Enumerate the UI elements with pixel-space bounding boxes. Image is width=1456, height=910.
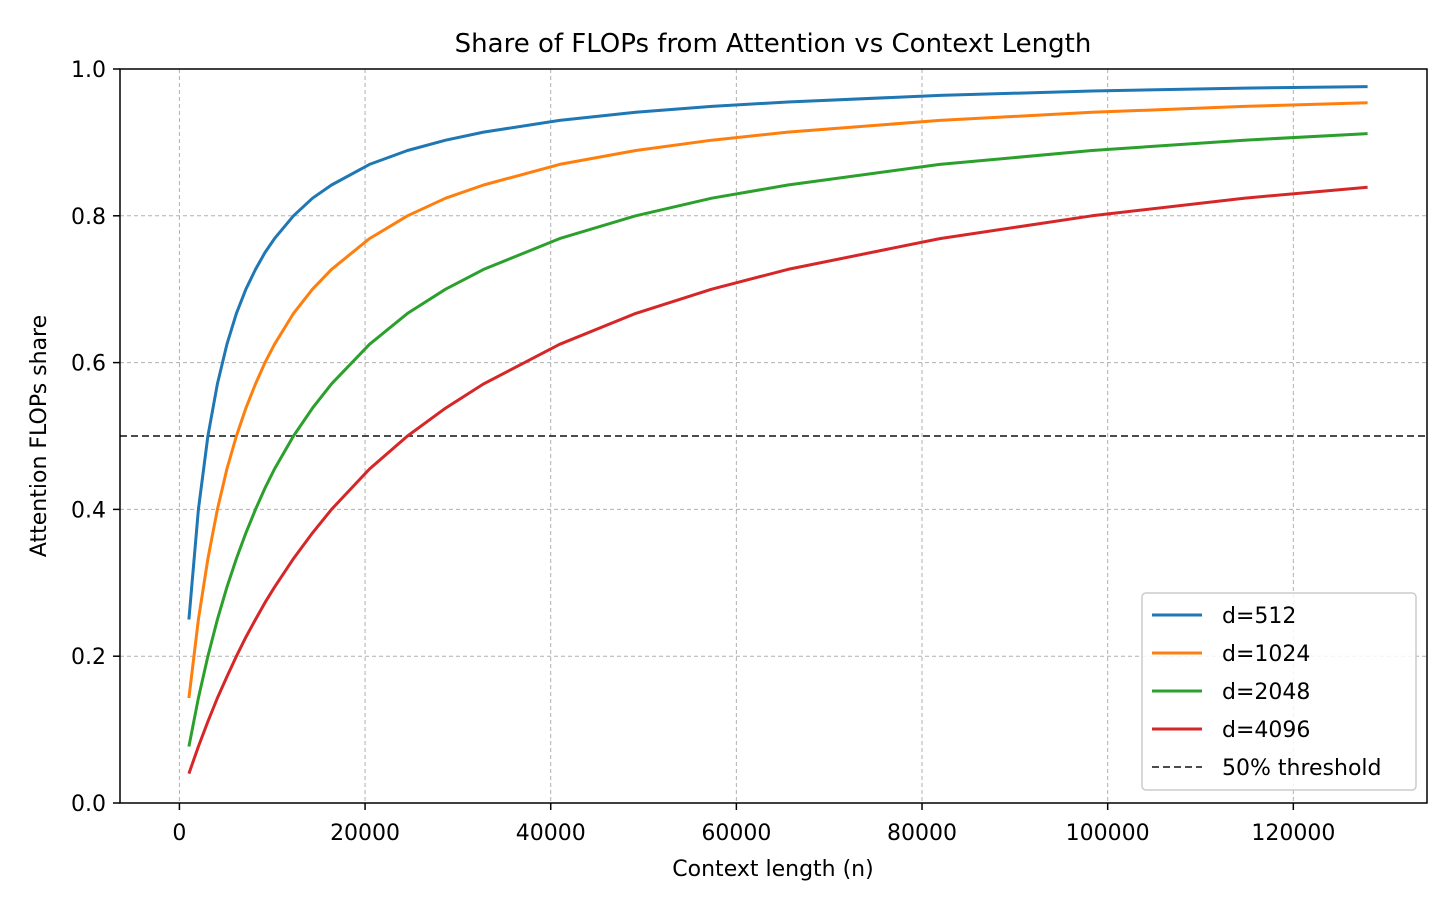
y-tick-label: 0.4 (71, 498, 106, 523)
y-tick-label: 1.0 (71, 58, 106, 83)
y-axis-label: Attention FLOPs share (27, 315, 52, 557)
y-tick-label: 0.2 (71, 645, 106, 670)
x-tick-label: 60000 (701, 821, 771, 846)
legend-label: d=4096 (1222, 718, 1310, 743)
legend-label: d=512 (1222, 604, 1296, 629)
series-line-d-512 (187, 85, 1368, 620)
plot-frame (119, 68, 1428, 804)
series-line-d-2048 (187, 132, 1368, 747)
x-axis-ticks: 0 20000 40000 60000 80000 100000 120000 (172, 803, 1335, 846)
legend-label: d=2048 (1222, 680, 1310, 705)
x-tick-label: 100000 (1066, 821, 1150, 846)
legend: d=512 d=1024 d=2048 d=4096 50% threshold (1141, 592, 1417, 791)
legend-label: d=1024 (1222, 642, 1310, 667)
x-tick-label: 20000 (330, 821, 400, 846)
legend-box (1141, 592, 1417, 791)
x-tick-label: 120000 (1251, 821, 1335, 846)
series-line-d-1024 (187, 101, 1368, 699)
x-tick-label: 0 (172, 821, 186, 846)
x-tick-label: 80000 (887, 821, 957, 846)
series-line-d-4096 (187, 185, 1368, 775)
chart-title: Share of FLOPs from Attention vs Context… (455, 29, 1092, 59)
series-layer (187, 85, 1368, 775)
x-axis-label: Context length (n) (672, 857, 873, 882)
y-axis-ticks: 0.0 0.2 0.4 0.6 0.8 1.0 (71, 58, 120, 817)
y-tick-label: 0.6 (71, 352, 106, 377)
y-tick-label: 0.8 (71, 205, 106, 230)
legend-label: 50% threshold (1222, 756, 1382, 781)
x-tick-label: 40000 (516, 821, 586, 846)
y-tick-label: 0.0 (71, 792, 106, 817)
